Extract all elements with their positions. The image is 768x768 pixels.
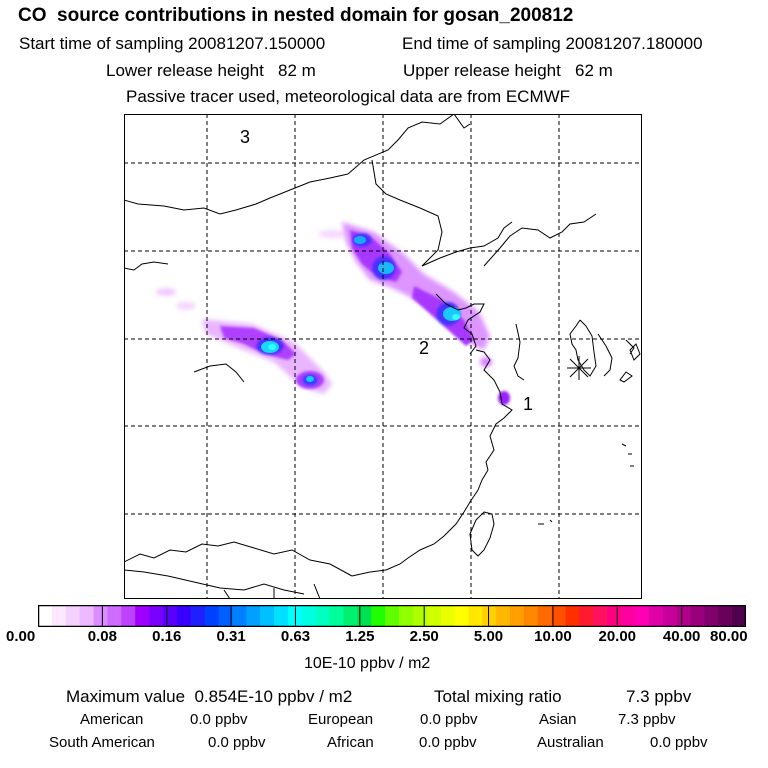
colorbar-cell xyxy=(690,605,705,627)
colorbar-tick-label: 80.00 xyxy=(710,628,748,645)
region-value-australian: 0.0 ppbv xyxy=(650,734,708,751)
colorbar-cell xyxy=(149,605,164,627)
colorbar-tick-label: 0.16 xyxy=(152,628,182,645)
colorbar-cell xyxy=(579,605,594,627)
region-value-american: 0.0 ppbv xyxy=(190,711,248,728)
start-time-label: Start time of sampling 20081207.150000 xyxy=(19,34,326,53)
colorbar-cell xyxy=(204,605,220,627)
colorbar-cell xyxy=(121,605,136,627)
colorbar-cell xyxy=(551,605,567,627)
region-name-asian: Asian xyxy=(539,711,577,728)
region-value-south-american: 0.0 ppbv xyxy=(208,734,266,751)
region-name-african: African xyxy=(327,734,374,751)
total-mixing-ratio-value: 7.3 ppbv xyxy=(626,687,692,706)
colorbar-cell xyxy=(426,605,442,627)
colorbar-cell xyxy=(301,605,317,627)
colorbar-cell xyxy=(440,605,456,627)
region-label-2: 2 xyxy=(419,338,429,358)
colorbar-tick-label: 5.00 xyxy=(473,628,504,645)
colorbar-cell xyxy=(329,605,345,627)
colorbar-cell xyxy=(218,605,233,627)
map-title: CO source contributions in nested domain… xyxy=(18,5,574,26)
end-time-label: End time of sampling 20081207.180000 xyxy=(402,34,703,53)
colorbar-cell xyxy=(232,605,247,627)
region-name-south-american: South American xyxy=(49,734,155,751)
colorbar-tick-label: 2.50 xyxy=(409,628,439,645)
colorbar-cell xyxy=(537,605,553,627)
colorbar-cell xyxy=(621,605,636,627)
region-value-european: 0.0 ppbv xyxy=(420,711,478,728)
colorbar-cell xyxy=(38,605,53,627)
colorbar-tick-label: 10.00 xyxy=(534,628,572,645)
map-frame xyxy=(124,114,642,599)
lat-lon-grid xyxy=(124,114,642,599)
colorbar xyxy=(38,605,746,627)
colorbar-cell xyxy=(260,605,275,627)
colorbar-cell xyxy=(454,605,469,627)
gosan-receptor-star-icon xyxy=(567,356,591,380)
region-name-australian: Australian xyxy=(537,734,604,751)
colorbar-cell xyxy=(468,605,483,627)
region-name-american: American xyxy=(80,711,144,728)
tracer-note: Passive tracer used, meteorological data… xyxy=(126,87,571,106)
colorbar-cell xyxy=(65,605,81,627)
colorbar-cell xyxy=(135,605,150,627)
colorbar-cell xyxy=(732,605,746,627)
colorbar-tick-label: 0.63 xyxy=(280,628,311,645)
colorbar-cell xyxy=(718,605,733,627)
colorbar-tick-label: 1.25 xyxy=(345,628,375,645)
colorbar-cell xyxy=(315,605,331,627)
colorbar-cell xyxy=(176,605,192,627)
colorbar-cell xyxy=(412,605,428,627)
concentration-plume xyxy=(156,222,510,405)
colorbar-tick-label: 0.00 xyxy=(6,628,36,645)
coastlines xyxy=(124,114,641,599)
colorbar-cell xyxy=(482,605,497,627)
colorbar-cell xyxy=(607,605,622,627)
colorbar-tick-label: 0.08 xyxy=(87,628,117,645)
colorbar-units: 10E-10 ppbv / m2 xyxy=(304,655,431,672)
source-contribution-map: 1 2 3 xyxy=(124,114,642,599)
colorbar-tick-label: 20.00 xyxy=(598,628,637,645)
colorbar-cell xyxy=(93,605,109,627)
maximum-value-label: Maximum value 0.854E-10 ppbv / m2 xyxy=(66,687,353,706)
lower-release-label: Lower release height 82 m xyxy=(106,61,316,80)
region-name-european: European xyxy=(308,711,374,728)
colorbar-cell xyxy=(162,605,178,627)
colorbar-cell xyxy=(79,605,95,627)
region-label-3: 3 xyxy=(240,127,250,147)
total-mixing-ratio-label: Total mixing ratio xyxy=(434,687,562,706)
colorbar-cell xyxy=(107,605,122,627)
colorbar-cell xyxy=(398,605,414,627)
upper-release-label: Upper release height 62 m xyxy=(403,61,613,80)
region-value-african: 0.0 ppbv xyxy=(419,734,477,751)
colorbar-cell xyxy=(676,605,692,627)
region-label-1: 1 xyxy=(523,394,533,414)
colorbar-cell xyxy=(496,605,511,627)
colorbar-cell xyxy=(274,605,289,627)
colorbar-cell xyxy=(662,605,678,627)
colorbar-cell xyxy=(357,605,372,627)
colorbar-cell xyxy=(246,605,261,627)
colorbar-tick-label: 0.31 xyxy=(216,628,246,645)
colorbar-cell xyxy=(523,605,539,627)
colorbar-cell xyxy=(51,605,67,627)
colorbar-cell xyxy=(385,605,400,627)
colorbar-cell xyxy=(634,605,650,627)
colorbar-cell xyxy=(371,605,386,627)
colorbar-cell xyxy=(648,605,664,627)
colorbar-cell xyxy=(593,605,608,627)
region-value-asian: 7.3 ppbv xyxy=(618,711,676,728)
colorbar-cell xyxy=(510,605,525,627)
colorbar-cell xyxy=(343,605,358,627)
colorbar-frame xyxy=(38,605,746,627)
colorbar-cell xyxy=(565,605,581,627)
colorbar-tick-label: 40.00 xyxy=(662,628,701,645)
colorbar-cell xyxy=(190,605,206,627)
colorbar-cell xyxy=(704,605,719,627)
